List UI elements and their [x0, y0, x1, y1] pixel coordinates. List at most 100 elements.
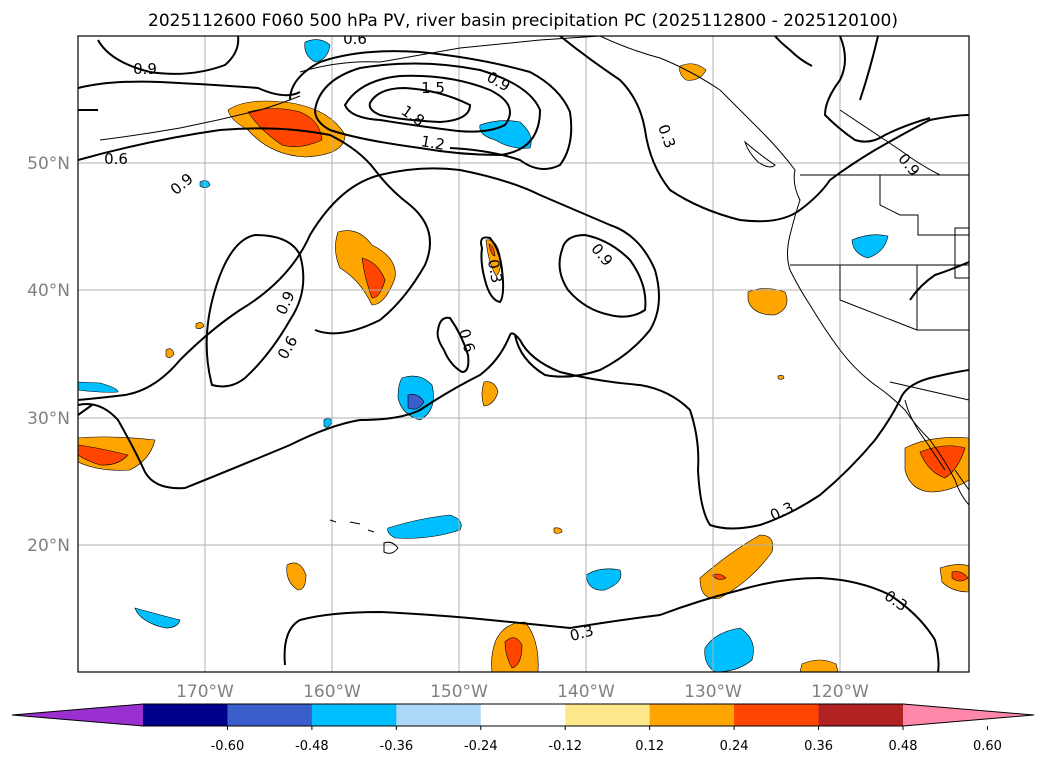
contour-label: 0.6: [455, 327, 479, 355]
precip-fill-red: [78, 444, 129, 466]
pv-contour-0.3-west: [78, 332, 969, 530]
lon-label: 120°W: [811, 682, 869, 702]
colorbar-tick-label: 0.12: [635, 739, 664, 754]
province-border: [839, 109, 941, 176]
precip-fill-blue: [387, 514, 462, 539]
colorbar-tick-label: -0.48: [295, 739, 329, 754]
colorbar-segment: [734, 704, 820, 726]
colorbar-tick-label: 0.36: [804, 739, 833, 754]
colorbar: -0.60 -0.48 -0.36 -0.24 -0.12 0.12 0.24 0.36 0.4…: [11, 703, 1035, 754]
colorbar-tick-label: -0.24: [464, 739, 498, 754]
longitude-labels: 170°W 160°W 150°W 140°W 130°W 120°W: [176, 682, 869, 702]
lon-label: 150°W: [430, 682, 488, 702]
precip-fill-red: [951, 571, 969, 582]
colorbar-outline: [11, 703, 1035, 727]
precip-fill-red: [504, 637, 523, 669]
pv-contours: [78, 36, 969, 672]
aleutians: [99, 95, 301, 141]
baja-coast: [904, 399, 946, 471]
precip-fill-orange: [195, 322, 205, 329]
precip-fill-orange: [679, 63, 707, 81]
precip-fill-red: [361, 257, 386, 299]
colorbar-segment: [143, 704, 228, 726]
precip-fill-red: [488, 243, 496, 257]
gulf-california: [954, 469, 969, 491]
precip-fill-blue: [134, 607, 181, 629]
us-mexico-border: [889, 381, 969, 401]
colorbar-segment: [649, 704, 735, 726]
pv-contour-0.6-main: [78, 167, 660, 401]
pv-contour-0.6-small: [436, 316, 470, 374]
contour-label: 1.5: [421, 79, 445, 97]
pv-contour-0.6: [78, 127, 431, 335]
alaska-coast: [299, 36, 601, 73]
contour-label: 1.2: [420, 132, 447, 154]
north-america-coast: [599, 36, 969, 506]
colorbar-segment: [227, 704, 313, 726]
precip-fill-red: [711, 573, 727, 580]
pv-contour-1.5: [343, 74, 511, 133]
vancouver-island: [744, 140, 776, 168]
coastlines: [99, 36, 969, 554]
precip-fill-red: [919, 445, 966, 479]
pv-contour-0.9: [97, 36, 240, 75]
pv-contour-0.6: [78, 80, 301, 97]
precip-fill-blue: [704, 627, 754, 672]
map-frame: [77, 35, 970, 673]
pv-contour-0.9-mid: [558, 233, 647, 318]
precip-fill-orange: [777, 375, 785, 380]
contour-label: 0.9: [133, 60, 157, 78]
contour-label: 0.3: [568, 621, 596, 645]
map-title: 2025112600 F060 500 hPa PV, river basin …: [148, 11, 898, 31]
colorbar-tick-label: -0.36: [380, 739, 414, 754]
colorbar-segment: [480, 704, 566, 726]
state-box: [954, 227, 969, 279]
colorbar-tick-label: -0.12: [548, 739, 582, 754]
pv-contour-0.9-ak: [774, 36, 931, 143]
contour-label: 0.3: [484, 258, 506, 285]
hawaii-islands: [329, 519, 399, 554]
precip-fill-blue: [78, 381, 119, 393]
lon-label: 130°W: [684, 682, 742, 702]
pv-contour-0.3: [480, 236, 505, 304]
pv-contour-0.3-edge: [909, 261, 969, 301]
lat-label: 40°N: [27, 281, 70, 301]
colorbar-tick-label: 0.48: [889, 739, 918, 754]
precip-fill-blue: [304, 39, 331, 63]
colorbar-segment: [818, 704, 904, 726]
colorbar-tick-label: -0.60: [211, 739, 245, 754]
lat-label: 20°N: [27, 536, 70, 556]
colorbar-segment: [565, 704, 651, 726]
precip-fill-orange: [799, 659, 839, 672]
precip-fill-orange: [165, 348, 175, 358]
precip-fill-orange: [481, 381, 499, 407]
colorbar-tick-label: 0.24: [720, 739, 749, 754]
precip-fill-orange: [286, 562, 307, 591]
pv-contour-0.9-bc: [859, 36, 879, 101]
precip-fill-orange: [747, 288, 788, 316]
colorbar-segment: [396, 704, 482, 726]
precip-fill-red: [247, 108, 323, 147]
pv-contour-0.9-upper: [289, 50, 573, 170]
pv-contour-1.8: [368, 86, 472, 124]
lat-label: 30°N: [27, 409, 70, 429]
colorbar-segments: [11, 703, 1035, 727]
colorbar-extend-low: [12, 704, 143, 726]
colorbar-segment: [311, 704, 397, 726]
province-border: [879, 175, 969, 236]
precip-fill-orange: [553, 527, 563, 534]
contour-label: 0.6: [343, 30, 367, 48]
lon-label: 170°W: [176, 682, 234, 702]
precip-fill-navy: [407, 394, 425, 410]
latitude-labels: 50°N 40°N 30°N 20°N: [27, 154, 70, 556]
pv-contour-0.3-south: [283, 576, 940, 672]
colorbar-ticks: -0.60 -0.48 -0.36 -0.24 -0.12 0.12 0.24 0.36 0.4…: [211, 726, 1002, 754]
lon-label: 140°W: [557, 682, 615, 702]
gridlines: [78, 36, 969, 672]
pv-contour-0.3-lower: [78, 404, 93, 416]
lat-label: 50°N: [27, 154, 70, 174]
map-content: 0.9 0.6 0.9 1.5 1.8 1.2 0.9 0.3 0.9 0.9 …: [78, 30, 969, 672]
colorbar-extend-high: [903, 704, 1034, 726]
pv-contour-0.3-long: [559, 36, 969, 223]
